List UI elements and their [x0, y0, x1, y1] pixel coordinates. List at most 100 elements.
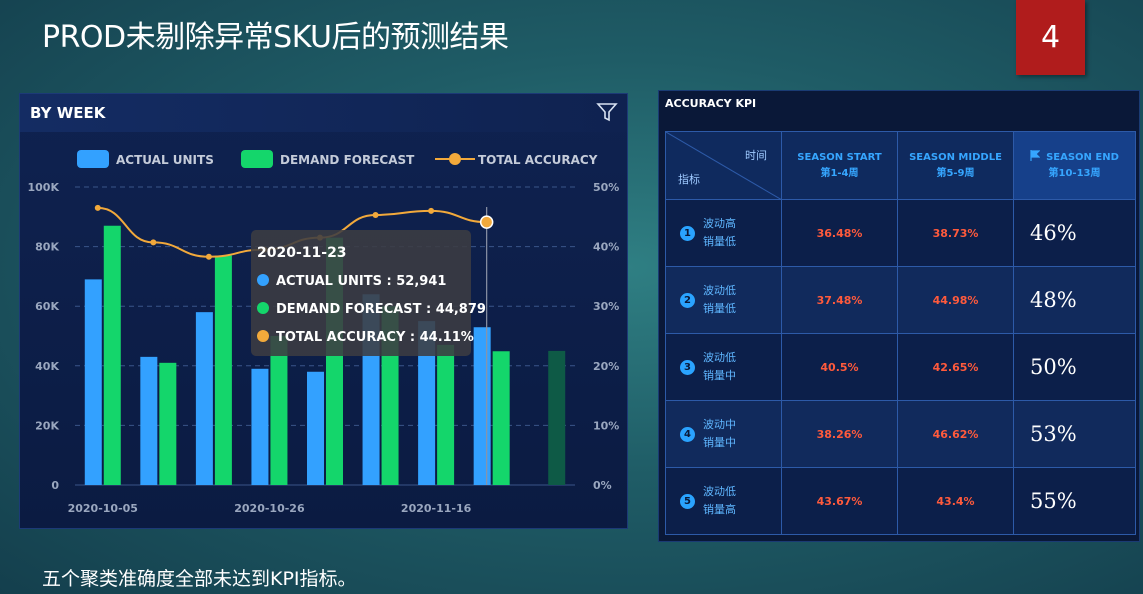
cluster-label: 波动低 销量低: [703, 284, 736, 315]
chart-title: BY WEEK: [30, 104, 106, 122]
x-tick-label: 2020-11-16: [401, 502, 472, 515]
season-start-value: 40.5%: [781, 333, 898, 401]
accuracy-point: [205, 253, 212, 260]
season-middle-value: 43.4%: [897, 467, 1014, 535]
diagonal-divider: [666, 132, 782, 200]
kpi-row: 5 波动低 销量高 43.67% 43.4% 55%: [665, 467, 1136, 535]
column-header-season-end: SEASON END 第10-13周: [1013, 131, 1136, 200]
cluster-label: 波动中 销量中: [703, 418, 736, 449]
kpi-corner-cell: 时间 指标: [665, 131, 782, 200]
corner-index-label: 指标: [678, 173, 700, 186]
kpi-title: ACCURACY KPI: [665, 97, 757, 110]
y-tick-label: 60K: [35, 300, 59, 313]
column-subtitle: 第1-4周: [820, 167, 859, 179]
chart-tooltip: [251, 230, 471, 356]
y-tick-label: 20K: [35, 419, 59, 432]
bar-demand-forecast: [437, 344, 455, 485]
bar-demand-forecast: [159, 362, 177, 485]
column-title: SEASON END: [1014, 149, 1135, 166]
y-tick-label: 100K: [28, 181, 60, 194]
cluster-cell: 2 波动低 销量低: [665, 266, 782, 334]
season-start-value: 37.48%: [781, 266, 898, 334]
cluster-number-badge: 2: [680, 292, 695, 308]
y2-tick-label: 50%: [593, 181, 619, 194]
legend-swatch-dot: [449, 153, 461, 165]
kpi-row: 3 波动低 销量中 40.5% 42.65% 50%: [665, 333, 1136, 401]
cluster-cell: 5 波动低 销量高: [665, 467, 782, 535]
season-middle-value: 46.62%: [897, 400, 1014, 468]
season-start-value: 43.67%: [781, 467, 898, 535]
bar-demand-forecast: [492, 351, 510, 485]
flag-icon: [1030, 149, 1041, 161]
legend-label: TOTAL ACCURACY: [478, 153, 598, 167]
season-end-value: 46%: [1013, 199, 1136, 267]
legend-label: ACTUAL UNITS: [116, 153, 214, 167]
tooltip-marker: [257, 274, 269, 286]
y2-tick-label: 20%: [593, 360, 619, 373]
weekly-chart-panel: BY WEEK 0 20K 40K 60K 80K 100K 0% 10% 20% 30% 40% 5…: [19, 93, 628, 529]
y2-tick-label: 40%: [593, 241, 619, 254]
column-subtitle: 第5-9周: [936, 167, 975, 179]
cluster-cell: 3 波动低 销量中: [665, 333, 782, 401]
season-middle-value: 44.98%: [897, 266, 1014, 334]
kpi-table: 时间 指标 SEASON START 第1-4周 SEASON MIDDLE 第…: [665, 131, 1136, 535]
footer-note: 五个聚类准确度全部未达到KPI指标。: [42, 568, 357, 590]
legend-swatch: [77, 150, 109, 168]
y2-tick-label: 10%: [593, 419, 619, 432]
legend-label: DEMAND FORECAST: [280, 153, 415, 167]
bar-demand-forecast: [548, 350, 566, 485]
column-title: SEASON MIDDLE: [909, 151, 1002, 163]
bar-actual-units: [418, 321, 436, 485]
kpi-row: 1 波动高 销量低 36.48% 38.73% 46%: [665, 199, 1136, 267]
bar-demand-forecast: [103, 225, 121, 485]
tooltip-marker: [257, 330, 269, 342]
season-end-value: 48%: [1013, 266, 1136, 334]
weekly-combo-chart: 0 20K 40K 60K 80K 100K 0% 10% 20% 30% 40% 50% 2020-1…: [28, 150, 619, 515]
season-middle-value: 38.73%: [897, 199, 1014, 267]
cluster-cell: 1 波动高 销量低: [665, 199, 782, 267]
accuracy-kpi-panel: ACCURACY KPI 时间 指标 SEASON START 第1-4周 SE…: [658, 90, 1140, 542]
tooltip-date: 2020-11-23: [257, 245, 347, 261]
season-middle-value: 42.65%: [897, 333, 1014, 401]
bar-actual-units: [473, 327, 491, 485]
bar-demand-forecast: [214, 255, 232, 485]
cluster-number-badge: 3: [680, 359, 695, 375]
tooltip-row: TOTAL ACCURACY : 44.11%: [276, 330, 474, 345]
column-header-season-middle: SEASON MIDDLE 第5-9周: [897, 131, 1014, 200]
bar-demand-forecast: [270, 336, 288, 485]
filter-icon[interactable]: [595, 100, 619, 124]
season-end-value: 53%: [1013, 400, 1136, 468]
column-subtitle: 第10-13周: [1048, 167, 1101, 179]
tooltip-row: DEMAND FORECAST : 44,879: [276, 302, 486, 317]
y-tick-label: 80K: [35, 241, 59, 254]
x-tick-label: 2020-10-05: [68, 502, 138, 515]
kpi-header-row: 时间 指标 SEASON START 第1-4周 SEASON MIDDLE 第…: [665, 131, 1136, 200]
tooltip-marker: [257, 302, 269, 314]
y2-tick-label: 30%: [593, 300, 619, 313]
bar-actual-units: [140, 356, 158, 485]
season-start-value: 38.26%: [781, 400, 898, 468]
y-tick-label: 40K: [35, 360, 59, 373]
season-end-value: 55%: [1013, 467, 1136, 535]
season-start-value: 36.48%: [781, 199, 898, 267]
legend-swatch: [241, 150, 273, 168]
cluster-cell: 4 波动中 销量中: [665, 400, 782, 468]
kpi-row: 4 波动中 销量中 38.26% 46.62% 53%: [665, 400, 1136, 468]
y2-tick-label: 0%: [593, 479, 612, 492]
chart-header: BY WEEK: [20, 94, 627, 132]
bar-actual-units: [195, 312, 213, 485]
accuracy-point: [479, 215, 494, 229]
cluster-label: 波动低 销量中: [703, 351, 736, 382]
bar-actual-units: [251, 368, 269, 485]
cluster-number-badge: 1: [680, 225, 695, 241]
accuracy-point: [150, 239, 157, 246]
accuracy-point: [372, 212, 379, 219]
slide-title: PROD未剔除异常SKU后的预测结果: [42, 20, 509, 55]
tooltip-row: ACTUAL UNITS : 52,941: [276, 274, 446, 289]
column-title: SEASON START: [797, 151, 882, 163]
cluster-label: 波动高 销量低: [703, 217, 736, 248]
column-header-season-start: SEASON START 第1-4周: [781, 131, 898, 200]
bar-actual-units: [307, 371, 324, 485]
corner-time-label: 时间: [745, 149, 767, 162]
accuracy-point: [94, 204, 101, 211]
